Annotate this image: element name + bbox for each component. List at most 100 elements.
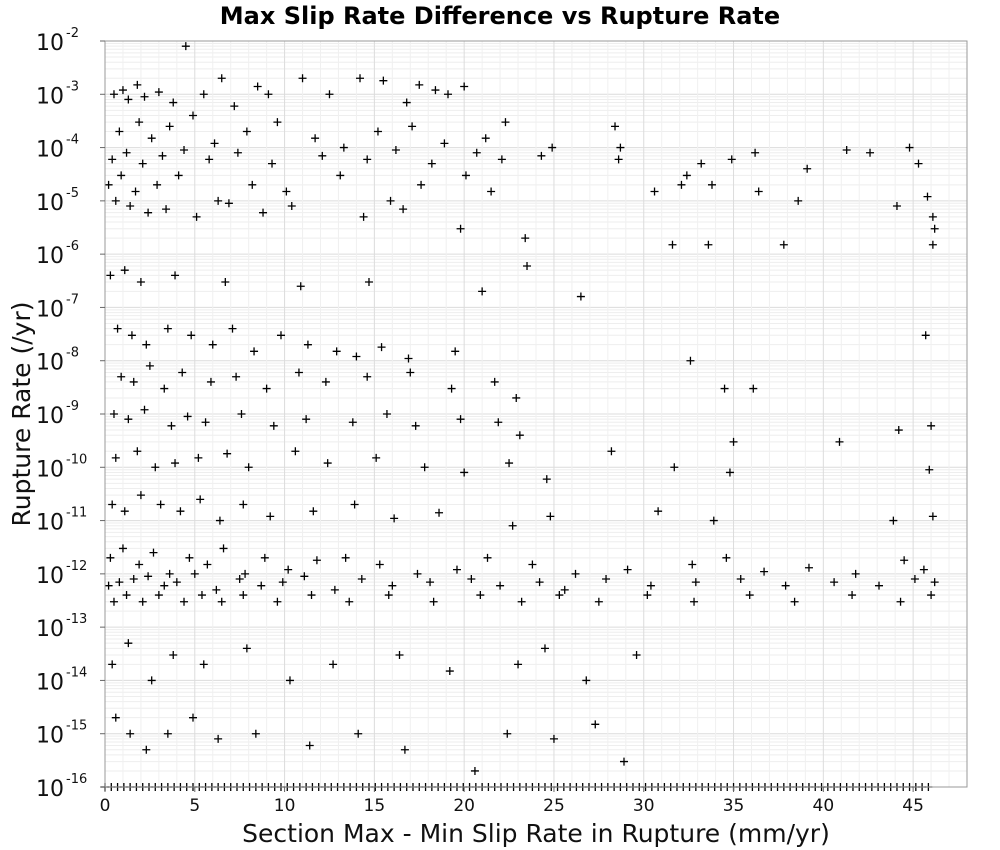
data-point xyxy=(402,98,411,107)
data-point xyxy=(147,134,156,143)
data-point xyxy=(512,393,521,402)
data-point xyxy=(126,202,135,211)
x-axis-ticks: 0 5 10 15 20 25 30 35 40 45 xyxy=(100,787,924,816)
data-point xyxy=(668,240,677,249)
data-point xyxy=(452,565,461,574)
data-point xyxy=(404,354,413,363)
data-point xyxy=(866,148,875,157)
data-point xyxy=(219,544,228,553)
data-point xyxy=(384,591,393,600)
data-point xyxy=(632,651,641,660)
data-point xyxy=(348,418,357,427)
data-point xyxy=(456,415,465,424)
data-point xyxy=(253,82,262,91)
data-point xyxy=(262,384,271,393)
data-point xyxy=(172,578,181,587)
data-point xyxy=(273,597,282,606)
data-point xyxy=(875,581,884,590)
data-point xyxy=(921,331,930,340)
x-tick-label: 20 xyxy=(453,796,475,816)
y-tick-exponent: -5 xyxy=(66,186,79,201)
data-point xyxy=(379,76,388,85)
data-point xyxy=(591,720,600,729)
data-point xyxy=(781,581,790,590)
data-point xyxy=(318,151,327,160)
data-point xyxy=(285,676,294,685)
data-point xyxy=(325,90,334,99)
data-point xyxy=(602,575,611,584)
y-tick-label: 10 xyxy=(36,511,64,536)
data-point xyxy=(542,475,551,484)
data-point xyxy=(138,159,147,168)
data-point xyxy=(923,192,932,201)
data-point xyxy=(779,240,788,249)
data-point xyxy=(372,453,381,462)
data-point xyxy=(646,581,655,590)
data-point xyxy=(203,560,212,569)
data-point xyxy=(928,212,937,221)
y-tick-exponent: -15 xyxy=(66,719,87,734)
data-point xyxy=(194,453,203,462)
data-point xyxy=(571,569,580,578)
data-point xyxy=(294,368,303,377)
y-tick-exponent: -2 xyxy=(66,26,79,41)
data-point xyxy=(165,569,174,578)
data-point xyxy=(206,377,215,386)
data-point xyxy=(153,180,162,189)
data-point xyxy=(382,410,391,418)
data-point xyxy=(282,187,291,196)
data-point xyxy=(187,331,196,340)
data-point xyxy=(707,180,716,189)
data-point xyxy=(386,196,395,205)
data-point xyxy=(149,548,158,557)
data-point xyxy=(214,196,223,205)
data-point xyxy=(930,224,939,233)
data-point xyxy=(167,421,176,430)
data-point xyxy=(546,512,555,521)
data-point xyxy=(503,729,512,738)
data-point xyxy=(276,331,285,340)
data-point xyxy=(214,734,223,743)
data-point xyxy=(171,271,180,280)
data-point xyxy=(115,578,124,587)
data-point xyxy=(138,597,147,606)
data-point xyxy=(704,240,713,249)
y-tick-label: 10 xyxy=(36,244,64,269)
data-point xyxy=(199,660,208,669)
data-point xyxy=(115,127,124,136)
y-tick-label: 10 xyxy=(36,404,64,429)
data-point xyxy=(528,560,537,569)
data-point xyxy=(201,418,210,427)
data-point xyxy=(889,516,898,525)
data-point xyxy=(217,74,226,83)
data-point xyxy=(300,572,309,581)
data-point xyxy=(686,356,695,365)
data-point xyxy=(582,676,591,685)
data-point xyxy=(790,597,799,606)
data-point xyxy=(894,426,903,435)
x-tick-label: 45 xyxy=(902,796,924,816)
data-point xyxy=(111,196,120,205)
data-point xyxy=(140,92,149,101)
data-point xyxy=(892,202,901,211)
y-tick-label: 10 xyxy=(36,138,64,163)
data-point xyxy=(535,578,544,587)
data-point xyxy=(745,591,754,600)
y-tick-exponent: -8 xyxy=(66,346,79,361)
data-point xyxy=(345,597,354,606)
data-point xyxy=(501,118,510,127)
data-point xyxy=(127,331,136,340)
data-point xyxy=(118,86,127,95)
y-tick-label: 10 xyxy=(36,617,64,642)
x-axis-label: Section Max - Min Slip Rate in Rupture (… xyxy=(242,819,830,848)
data-point xyxy=(180,146,189,155)
data-point xyxy=(363,155,372,164)
data-point xyxy=(354,729,363,738)
data-point xyxy=(508,521,517,530)
data-point xyxy=(124,639,133,648)
data-point xyxy=(260,553,269,562)
data-point xyxy=(241,569,250,578)
data-point xyxy=(122,148,131,157)
data-point xyxy=(250,347,259,356)
